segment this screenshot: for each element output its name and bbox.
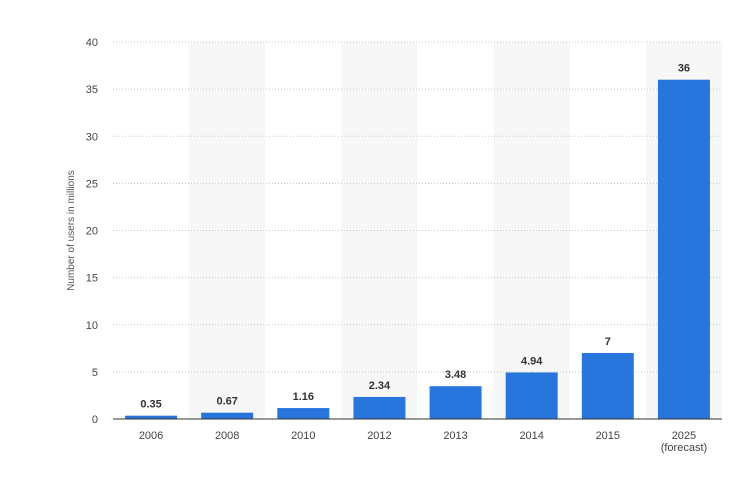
value-label-1: 0.67 bbox=[216, 396, 237, 408]
bar-6[interactable] bbox=[581, 353, 634, 419]
y-axis-ticks: 0 5 10 15 20 25 30 35 40 bbox=[86, 37, 98, 426]
x-tick-label-5: 2014 bbox=[519, 430, 543, 442]
y-axis-title: Number of users in millions bbox=[66, 170, 77, 291]
y-tick-label-10: 10 bbox=[86, 320, 98, 332]
bar-5[interactable] bbox=[505, 372, 558, 419]
value-label-6: 7 bbox=[605, 336, 611, 348]
bar-1[interactable] bbox=[201, 412, 254, 419]
value-label-4: 3.48 bbox=[445, 369, 466, 381]
x-tick-label-0: 2006 bbox=[139, 430, 163, 442]
bar-3[interactable] bbox=[353, 396, 406, 419]
y-tick-label-15: 15 bbox=[86, 273, 98, 285]
value-label-2: 1.16 bbox=[293, 391, 314, 403]
value-label-0: 0.35 bbox=[140, 399, 161, 411]
value-labels: 0.35 0.67 1.16 2.34 3.48 4.94 7 36 bbox=[140, 63, 690, 411]
band-3 bbox=[341, 42, 418, 419]
y-tick-label-40: 40 bbox=[86, 37, 98, 49]
x-tick-label-2: 2010 bbox=[291, 430, 315, 442]
value-label-3: 2.34 bbox=[369, 380, 391, 392]
y-tick-label-5: 5 bbox=[92, 367, 98, 379]
bar-4[interactable] bbox=[429, 386, 482, 419]
bar-7[interactable] bbox=[657, 79, 710, 419]
x-axis-ticks: 2006 2008 2010 2012 2013 2014 2015 2025 (forecas… bbox=[139, 430, 707, 454]
y-tick-label-25: 25 bbox=[86, 178, 98, 190]
y-tick-label-20: 20 bbox=[86, 226, 98, 238]
bars bbox=[125, 79, 710, 419]
x-tick-label-4: 2013 bbox=[443, 430, 467, 442]
bar-0[interactable] bbox=[125, 415, 178, 419]
y-tick-label-35: 35 bbox=[86, 84, 98, 96]
value-label-5: 4.94 bbox=[521, 355, 543, 367]
y-tick-label-30: 30 bbox=[86, 131, 98, 143]
x-tick-label-7: 2025 (forecast) bbox=[661, 430, 707, 454]
x-tick-label-3: 2012 bbox=[367, 430, 391, 442]
y-tick-label-0: 0 bbox=[92, 414, 98, 426]
bar-2[interactable] bbox=[277, 408, 330, 419]
x-tick-label-1: 2008 bbox=[215, 430, 239, 442]
x-tick-label-6: 2015 bbox=[596, 430, 620, 442]
value-label-7: 36 bbox=[678, 63, 690, 75]
